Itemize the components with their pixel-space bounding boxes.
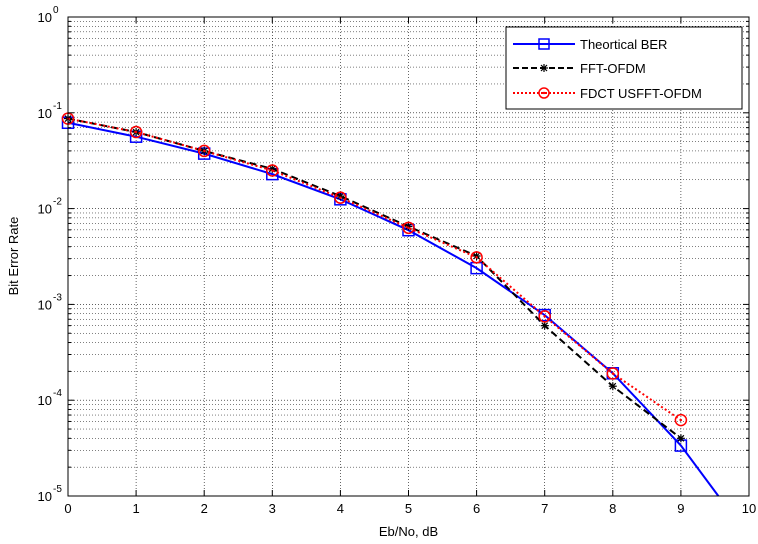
y-tick-exponent: -2 (53, 197, 62, 208)
data-point-circle-center (475, 256, 478, 259)
x-tick-label: 8 (609, 501, 616, 516)
data-point-circle-center (407, 226, 410, 230)
data-point-circle-center (339, 196, 342, 199)
y-tick-label: 10 0 (38, 5, 59, 25)
series-line (67, 117, 682, 421)
y-tick-base: 10 (38, 393, 52, 408)
data-point-circle (334, 191, 347, 204)
x-tick-label: 3 (269, 501, 276, 516)
y-tick-base: 10 (38, 297, 52, 312)
legend-label-fdct: FDCT USFFT-OFDM (580, 86, 702, 101)
legend-box (505, 26, 743, 110)
data-point-circle-center (271, 169, 274, 172)
data-point-circle-center (134, 130, 138, 134)
y-tick-exponent: -5 (53, 484, 62, 495)
legend-marker-circle-dot (542, 91, 546, 95)
y-tick-base: 10 (38, 202, 52, 217)
y-tick-label: 10 -5 (38, 484, 63, 504)
x-tick-label: 2 (201, 501, 208, 516)
legend-label-theoretical: Theortical BER (580, 37, 667, 52)
legend-entry-fdct: FDCT USFFT-OFDM (513, 86, 702, 101)
x-tick-labels: 0 1 2 3 4 5 6 7 8 9 10 (64, 501, 756, 516)
data-point-asterisk (676, 434, 685, 443)
data-point-circle (674, 413, 688, 427)
y-tick-exponent: -3 (53, 292, 62, 303)
legend-entry-fft: FFT-OFDM (513, 61, 646, 76)
data-point-circle (470, 251, 483, 264)
x-tick-label: 7 (541, 501, 548, 516)
data-point-circle (266, 164, 279, 177)
data-point-circle (538, 310, 551, 323)
legend-marker-circle (538, 87, 550, 99)
ticks (67, 16, 750, 497)
y-tick-exponent: -1 (53, 101, 62, 112)
data-point-circle-center (203, 149, 206, 153)
x-tick-label: 1 (132, 501, 139, 516)
y-tick-exponent: 0 (53, 5, 59, 16)
series-layer (61, 112, 720, 497)
data-point-circle (129, 125, 143, 139)
series-2 (61, 112, 688, 427)
y-tick-base: 10 (38, 106, 52, 121)
x-tick-label: 6 (473, 501, 480, 516)
y-axis-label: Bit Error Rate (6, 217, 21, 296)
legend: Theortical BER FFT-OFDM FDCT USFFT-OFDM (505, 26, 743, 110)
y-tick-exponent: -4 (53, 388, 62, 399)
x-tick-label: 10 (742, 501, 756, 516)
x-tick-label: 9 (677, 501, 684, 516)
data-point-circle-center (679, 418, 683, 422)
data-point-circle (402, 221, 415, 235)
x-tick-label: 5 (405, 501, 412, 516)
y-tick-label: 10 -3 (38, 292, 63, 312)
legend-marker-asterisk (540, 64, 548, 72)
data-point-asterisk (608, 382, 617, 391)
data-point-circle-center (611, 372, 614, 375)
data-point-circle-center (543, 315, 546, 318)
y-tick-label: 10 -2 (38, 197, 63, 217)
data-point-circle (197, 144, 211, 158)
legend-label-fft: FFT-OFDM (580, 61, 646, 76)
legend-marker-square (538, 38, 550, 50)
y-tick-label: 10 -1 (38, 101, 63, 121)
data-point-asterisk (540, 321, 549, 330)
x-tick-label: 0 (64, 501, 71, 516)
legend-entry-theoretical: Theortical BER (513, 37, 667, 52)
data-point-asterisk (472, 252, 481, 261)
data-point-circle (606, 367, 620, 380)
y-tick-base: 10 (38, 489, 52, 504)
x-tick-label: 4 (337, 501, 344, 516)
x-axis-label: Eb/No, dB (379, 524, 438, 539)
y-tick-base: 10 (38, 10, 52, 25)
y-tick-label: 10 -4 (38, 388, 63, 408)
